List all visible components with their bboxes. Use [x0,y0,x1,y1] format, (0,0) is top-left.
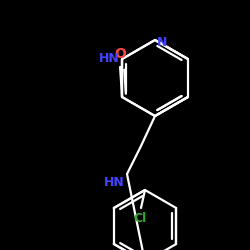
Text: HN: HN [99,52,120,66]
Text: HN: HN [104,176,125,189]
Text: N: N [157,36,167,49]
Text: Cl: Cl [133,212,146,225]
Text: O: O [114,47,126,61]
